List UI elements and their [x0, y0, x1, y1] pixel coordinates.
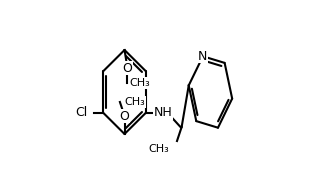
Text: NH: NH [154, 107, 172, 119]
Text: CH₃: CH₃ [125, 97, 145, 107]
Text: O: O [122, 61, 133, 75]
Text: O: O [120, 109, 129, 123]
Text: CH₃: CH₃ [149, 144, 169, 154]
Text: N: N [198, 50, 208, 63]
Text: CH₃: CH₃ [130, 78, 151, 88]
Text: Cl: Cl [75, 107, 87, 119]
